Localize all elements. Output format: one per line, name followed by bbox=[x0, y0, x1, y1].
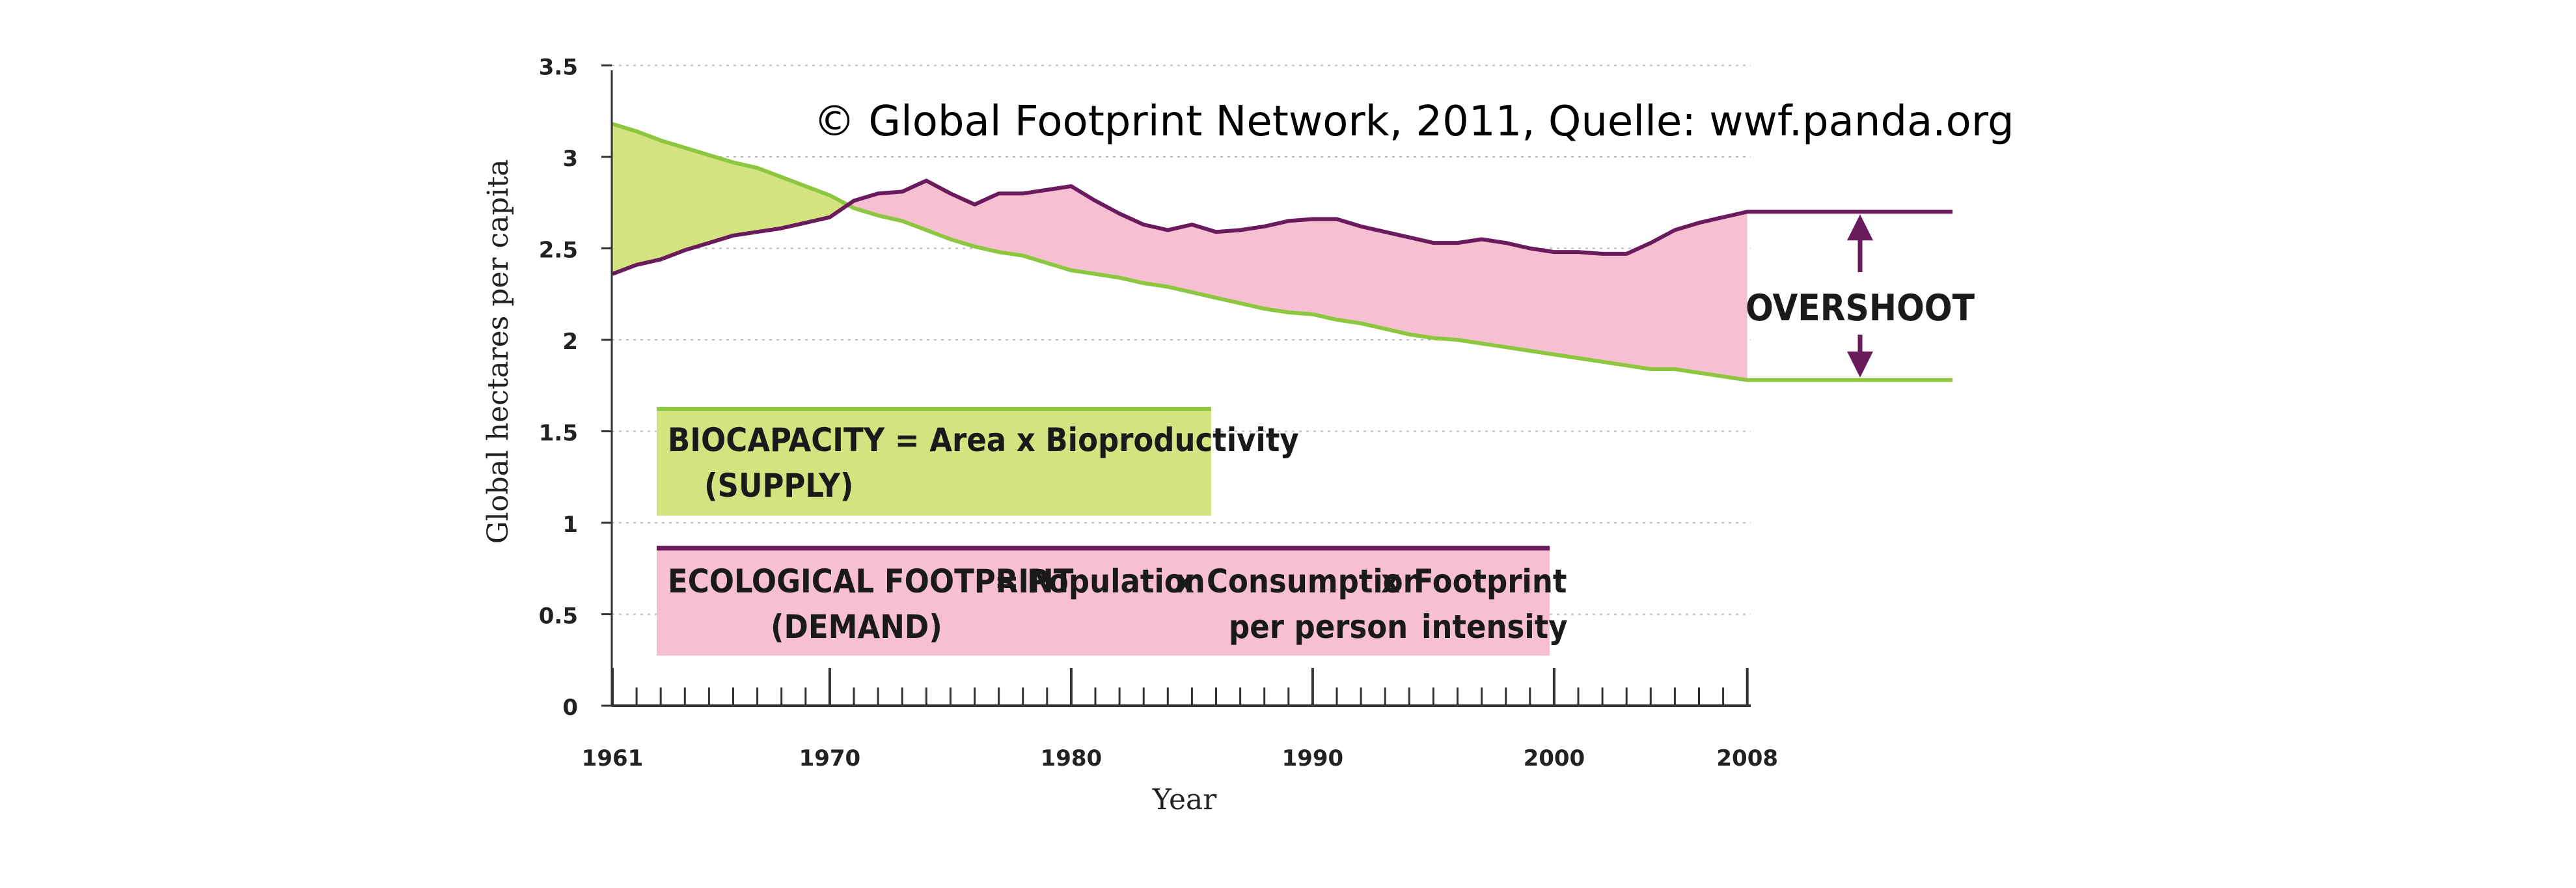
x-tick-label: 1990 bbox=[1282, 745, 1344, 771]
biocapacity-supply-label: (SUPPLY) bbox=[704, 467, 853, 505]
overshoot-annotation: OVERSHOOT bbox=[1746, 214, 1975, 378]
y-tick-label: 1 bbox=[562, 512, 578, 538]
footprint-equals-sign: = bbox=[994, 562, 1019, 600]
x-tick-label: 2008 bbox=[1716, 745, 1778, 771]
biocapacity-line bbox=[612, 122, 1953, 382]
area-fills bbox=[612, 124, 1747, 380]
footprint-times-sign-2: x bbox=[1381, 562, 1400, 600]
x-tick-label: 1970 bbox=[799, 745, 861, 771]
x-ticks: 1961 1970 1980 1990 2000 2008 bbox=[582, 668, 1778, 771]
footprint-box: ECOLOGICAL FOOTPRINT (DEMAND) = Populati… bbox=[657, 546, 1568, 656]
biocapacity-box: BIOCAPACITY = Area x Bioproductivity (SU… bbox=[657, 407, 1299, 516]
x-tick-label: 2000 bbox=[1524, 745, 1585, 771]
overshoot-arrow-up-head bbox=[1847, 214, 1873, 241]
y-tick-label: 3 bbox=[562, 146, 578, 172]
footprint-times-sign-1: x bbox=[1175, 562, 1194, 600]
axes bbox=[601, 64, 1751, 707]
biocapacity-surplus-area bbox=[612, 124, 848, 274]
footprint-intensity-factor-label: Footprint bbox=[1414, 562, 1567, 600]
y-tick-label: 1.5 bbox=[539, 421, 578, 447]
footprint-intensity-label: intensity bbox=[1421, 608, 1568, 646]
series-lines bbox=[611, 122, 1953, 382]
x-tick-label: 1961 bbox=[582, 745, 644, 771]
y-tick-label: 0.5 bbox=[539, 604, 578, 630]
overshoot-arrows bbox=[1847, 214, 1873, 378]
ecological-footprint-line bbox=[611, 178, 1953, 276]
overshoot-label: OVERSHOOT bbox=[1746, 287, 1975, 329]
footprint-equation-lhs: ECOLOGICAL FOOTPRINT bbox=[668, 562, 1074, 600]
footprint-consumption-label: Consumption bbox=[1207, 562, 1424, 600]
y-axis-label: Global hectares per capita bbox=[482, 160, 515, 544]
y-tick-label: 2.5 bbox=[539, 238, 578, 264]
y-tick-label: 0 bbox=[562, 695, 578, 721]
footprint-per-person-label: per person bbox=[1229, 608, 1408, 646]
y-tick-labels: 0 0.5 1 1.5 2 2.5 3 3.5 bbox=[539, 55, 578, 721]
footprint-population-label: Population bbox=[1027, 562, 1205, 600]
biocapacity-box-fill bbox=[657, 409, 1211, 516]
overshoot-arrow-down-head bbox=[1847, 351, 1873, 378]
y-tick-label: 3.5 bbox=[539, 55, 578, 81]
y-tick-label: 2 bbox=[562, 329, 578, 355]
footprint-demand-label: (DEMAND) bbox=[771, 608, 942, 646]
x-axis-label: Year bbox=[1152, 783, 1217, 816]
overshoot-area bbox=[847, 180, 1747, 380]
footprint-box-fill bbox=[657, 548, 1550, 656]
biocapacity-equation: BIOCAPACITY = Area x Bioproductivity bbox=[668, 421, 1299, 459]
copyright-notice: © Global Footprint Network, 2011, Quelle… bbox=[814, 98, 2014, 146]
x-tick-label: 1980 bbox=[1041, 745, 1103, 771]
